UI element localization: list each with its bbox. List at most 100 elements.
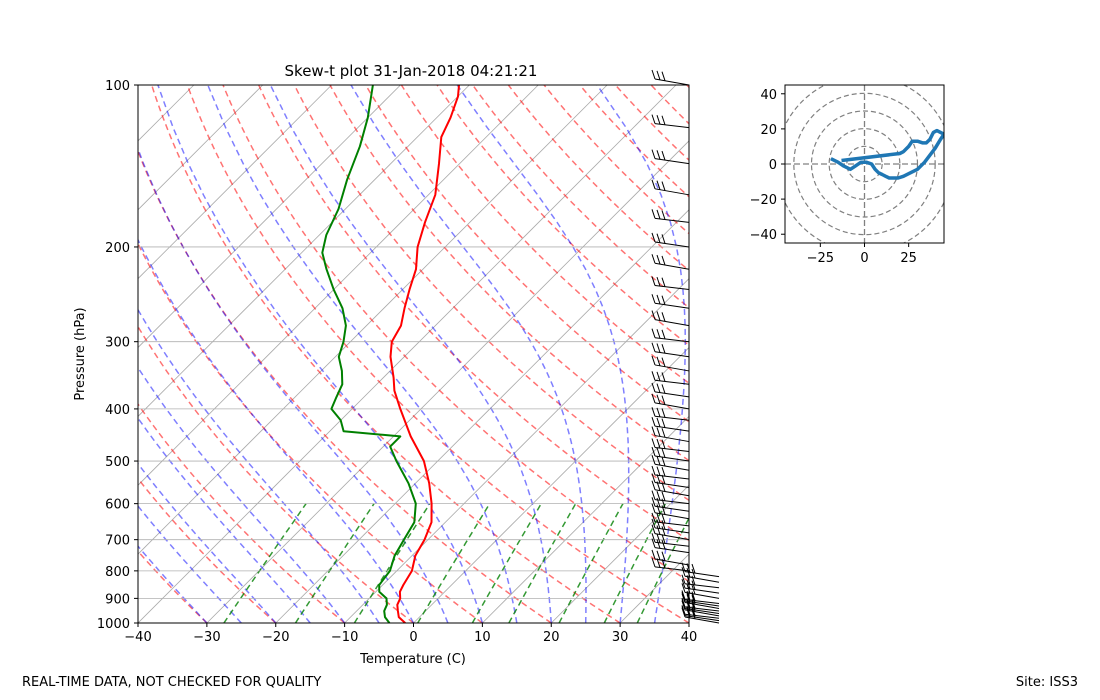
wind-barbs [651, 69, 720, 624]
dry-adiabat [138, 550, 208, 623]
moist-adiabat [138, 366, 346, 623]
moist-adiabat [138, 504, 242, 623]
y-tick-label: 100 [105, 79, 130, 94]
skewt-x-axis-label: Temperature (C) [359, 652, 466, 667]
moist-adiabat [157, 85, 484, 623]
wind-barb [651, 549, 690, 566]
x-tick-label: 40 [681, 630, 698, 645]
wind-barb [651, 393, 690, 410]
skewt-y-axis-label: Pressure (hPa) [73, 307, 88, 400]
mixing-ratio-line [558, 503, 624, 623]
wind-barb [651, 533, 690, 547]
dry-adiabat [650, 85, 689, 125]
dry-adiabat [138, 325, 414, 623]
wind-barb [651, 446, 690, 462]
mixing-ratio-line [508, 503, 577, 623]
wind-barb [651, 276, 690, 291]
hodograph-y-tick-label: 20 [760, 123, 777, 138]
isotherm-line [138, 85, 332, 280]
hodograph-ring [793, 92, 936, 236]
dry-adiabat [758, 85, 1100, 623]
x-tick-label: −40 [124, 630, 151, 645]
dry-adiabat [138, 402, 346, 623]
wind-barb [651, 371, 690, 385]
x-tick-label: 30 [612, 630, 629, 645]
wind-barb [651, 473, 690, 489]
dry-adiabat [507, 85, 689, 272]
wind-barb [651, 342, 690, 358]
isotherm-line [138, 85, 539, 486]
wind-barb [651, 69, 690, 86]
moist-adiabat [596, 85, 687, 623]
wind-barb [651, 355, 690, 372]
x-tick-label: −20 [262, 630, 289, 645]
hodograph-y-tick-label: 0 [769, 158, 777, 173]
moist-adiabat [138, 416, 311, 623]
dry-adiabat [293, 85, 689, 502]
x-tick-label: 0 [409, 630, 417, 645]
isotherm-line [138, 85, 470, 417]
isotherm-line [138, 85, 264, 211]
isotherm-line [413, 346, 689, 623]
wind-barb [651, 557, 690, 572]
wind-barb [651, 179, 690, 196]
x-tick-label: 20 [543, 630, 560, 645]
moist-adiabat [138, 146, 449, 623]
y-tick-label: 900 [105, 592, 130, 607]
skewt-plot: −40 −30 −20 −10 0 10 20 30 40 100090080070060050… [73, 62, 1100, 667]
wind-barb [651, 438, 690, 453]
isotherm-line [206, 140, 689, 623]
hodograph-y-tick-label: −20 [750, 193, 777, 208]
hodograph-y-tick-label: 40 [760, 88, 777, 103]
wind-barb [651, 382, 690, 398]
moist-adiabat [456, 85, 630, 623]
wind-barb [651, 465, 690, 480]
moist-adiabat [688, 619, 689, 623]
wind-barb [651, 254, 690, 270]
dry-adiabat [686, 85, 689, 89]
wind-barb [651, 407, 690, 421]
hodograph-rings-and-trace [785, 85, 944, 243]
y-tick-label: 500 [105, 455, 130, 470]
dry-adiabat [138, 242, 483, 623]
isotherm-line [482, 415, 689, 623]
wind-barb [651, 294, 690, 309]
isotherm-line [619, 553, 689, 623]
wind-barb [651, 114, 690, 129]
wind-barb [651, 417, 690, 432]
mixing-ratio-line [223, 503, 307, 623]
dry-adiabat [329, 85, 689, 462]
hodograph-y-tick-label: −40 [750, 228, 777, 243]
wind-barb [651, 490, 690, 505]
skewt-frame [137, 84, 690, 624]
y-tick-label: 400 [105, 403, 130, 418]
isotherm-line [550, 484, 689, 623]
x-tick-label: −30 [193, 630, 220, 645]
isotherm-line [138, 85, 401, 349]
y-tick-label: 200 [105, 241, 130, 256]
dry-adiabat [365, 85, 689, 423]
skewt-title: Skew-t plot 31-Jan-2018 04:21:21 [285, 62, 538, 80]
isotherm-line [138, 85, 608, 555]
y-tick-label: 1000 [97, 617, 130, 632]
y-tick-label: 300 [105, 336, 130, 351]
moist-adiabat [138, 308, 380, 623]
moist-adiabat [350, 85, 587, 623]
hodograph-x-tick-label: 0 [860, 251, 868, 266]
hodograph-ticks: −25 0 25 40 20 0 −20 −40 [750, 88, 917, 266]
y-tick-label: 600 [105, 498, 130, 513]
isotherm-line [275, 209, 689, 623]
dry-adiabat [222, 85, 689, 583]
dry-adiabat [472, 85, 689, 309]
dry-adiabat [400, 85, 689, 385]
mixing-ratio-line [636, 516, 689, 623]
temperature-profile [389, 85, 460, 623]
wind-barb [651, 310, 690, 327]
wind-barb [651, 524, 690, 541]
skewt-series [321, 85, 460, 623]
isotherm-line [688, 622, 689, 623]
moist-adiabat [138, 545, 208, 623]
hodograph-trace [830, 128, 944, 180]
wind-barb [651, 538, 690, 554]
wind-barb [651, 328, 690, 343]
